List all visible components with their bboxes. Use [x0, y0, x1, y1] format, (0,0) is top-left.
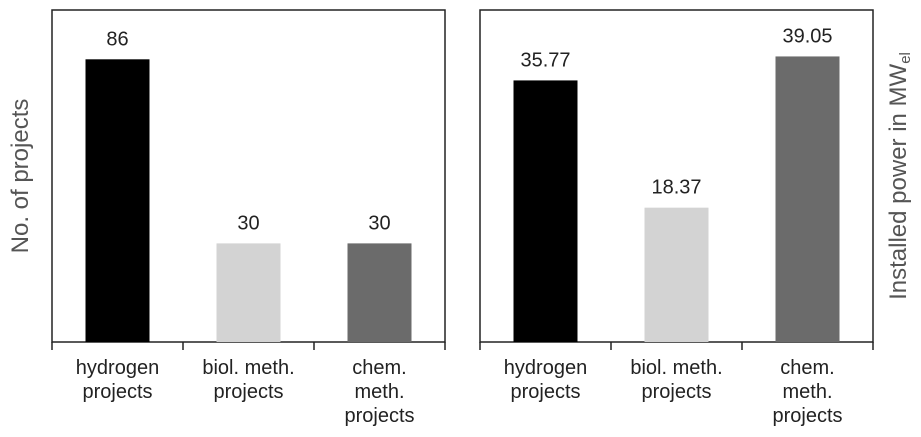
- value-label: 86: [106, 28, 128, 50]
- x-tick-label: hydrogen projects: [503, 357, 588, 403]
- bar: [775, 56, 840, 342]
- value-label: 35.77: [520, 49, 570, 71]
- x-tick-label: hydrogen projects: [75, 357, 160, 403]
- y-axis-label: No. of projects: [7, 99, 34, 254]
- bar: [216, 243, 281, 342]
- y-axis-label: Installed power in MWel: [885, 52, 914, 300]
- y-axis-label-sub: el: [897, 52, 914, 64]
- bar: [85, 59, 150, 342]
- y-axis-label-text: No. of projects: [7, 99, 34, 254]
- value-label: 39.05: [782, 25, 832, 47]
- y-axis-label-text: Installed power in MW: [885, 63, 912, 299]
- x-tick-label: biol. meth. projects: [202, 357, 295, 403]
- value-label: 30: [237, 212, 259, 234]
- value-label: 18.37: [651, 177, 701, 199]
- value-label: 30: [368, 212, 390, 234]
- x-tick-label: chem. meth. projects: [344, 357, 415, 427]
- bar: [513, 80, 578, 342]
- bar: [644, 207, 709, 342]
- x-tick-label: chem. meth. projects: [772, 357, 843, 427]
- x-tick-label: biol. meth. projects: [630, 357, 723, 403]
- bar: [347, 243, 412, 342]
